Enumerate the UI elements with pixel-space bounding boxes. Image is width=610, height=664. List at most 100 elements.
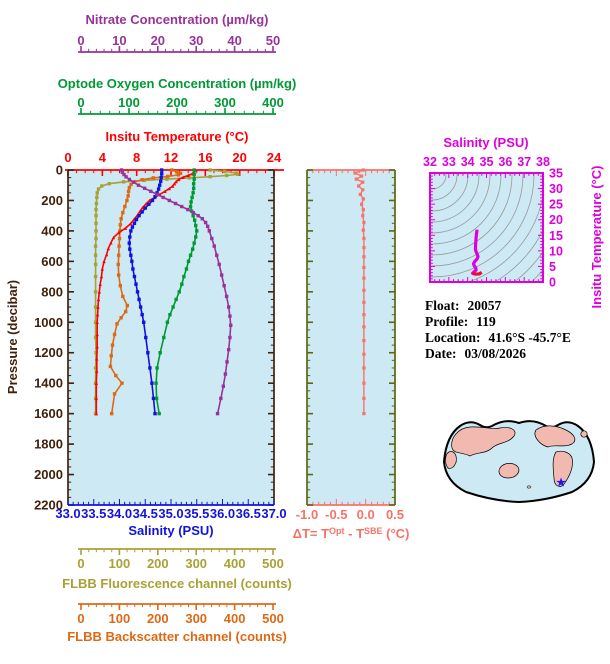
tick-label: 30 (189, 33, 203, 48)
tick-label: 5 (549, 260, 556, 274)
tick-label: 300 (185, 556, 207, 571)
temperature-axis-labels: 0 4 8 12 16 20 24 (64, 150, 282, 165)
map-africa-edge (445, 451, 457, 469)
tick-label: 0 (56, 163, 63, 178)
backscatter-axis-title: FLBB Backscatter channel (counts) (67, 629, 287, 644)
tick-label: 1600 (34, 406, 63, 421)
tick-label: 100 (109, 556, 131, 571)
tick-label: 0.0 (357, 507, 375, 522)
tick-label: 400 (262, 95, 284, 110)
location-line: Location: 41.6°S -45.7°E (425, 330, 571, 345)
tick-label: 1400 (34, 376, 63, 391)
tick-label: 33 (442, 155, 456, 169)
pressure-axis-title: Pressure (decibar) (5, 280, 20, 394)
tick-label: 12 (164, 150, 178, 165)
tick-label: 1000 (34, 315, 63, 330)
tick-label: 32 (423, 155, 437, 169)
tick-label: 0 (64, 150, 71, 165)
tick-label: 16 (198, 150, 212, 165)
tick-label: 40 (227, 33, 241, 48)
tick-label: 300 (214, 95, 236, 110)
map-new-zealand (526, 485, 532, 489)
tick-label: 35.5 (184, 506, 209, 521)
salinity-axis: 33.0 33.5 34.0 34.5 35.0 35.5 36.0 36.5 37.0 (55, 506, 286, 521)
map-north-america (534, 425, 576, 448)
tick-label: 35.0 (158, 506, 183, 521)
tick-label: 20 (232, 150, 246, 165)
tick-label: 20 (151, 33, 165, 48)
tick-label: 0 (77, 556, 84, 571)
world-locator-map: ★ (442, 420, 596, 504)
tick-label: 30 (549, 182, 563, 196)
tick-label: 38 (536, 155, 550, 169)
tick-label: 36.5 (236, 506, 261, 521)
tick-label: 35 (480, 155, 494, 169)
tick-label: 400 (224, 556, 246, 571)
ts-salinity-title: Salinity (PSU) (443, 135, 528, 150)
tick-label: -0.5 (325, 507, 347, 522)
oxygen-axis-title: Optode Oxygen Concentration (µm/kg) (58, 76, 297, 91)
tick-label: 34 (461, 155, 475, 169)
nitrate-axis: 0 10 20 30 40 50 (77, 33, 280, 53)
delta-t-panel: -1.0 -0.5 0.0 0.5 (296, 168, 404, 522)
tick-label: 33.5 (81, 506, 106, 521)
tick-label: 33.0 (55, 506, 80, 521)
oxygen-axis: 0 100 200 300 400 (77, 95, 284, 115)
tick-label: 36 (498, 155, 512, 169)
tick-label: 500 (262, 611, 284, 626)
tick-label: 100 (118, 95, 140, 110)
map-south-america (552, 450, 573, 487)
ts-temperature-title: Insitu Temperature (°C) (589, 166, 604, 309)
tick-label: 8 (133, 150, 140, 165)
fluorescence-axis-title: FLBB Fluorescence channel (counts) (62, 576, 292, 591)
tick-label: 0 (77, 33, 84, 48)
nitrate-axis-title: Nitrate Concentration (µm/kg) (85, 12, 268, 27)
map-eurasia (451, 426, 516, 457)
profile-number-line: Profile: 119 (425, 314, 496, 329)
delta-t-axis-title: ΔT= TOpt - TSBE (°C) (293, 526, 410, 541)
tick-label: 35 (549, 167, 563, 181)
tick-label: 24 (267, 150, 282, 165)
tick-label: 0 (77, 95, 84, 110)
fluorescence-axis: 0 100 200 300 400 500 (77, 548, 284, 571)
tick-label: 200 (41, 193, 63, 208)
tick-label: 2000 (34, 467, 63, 482)
tick-label: 200 (166, 95, 188, 110)
profile-plot: 0 200 400 600 800 1000 1200 1400 1600 1800 2000 220… (34, 163, 284, 513)
float-id-line: Float: 20057 (425, 298, 502, 313)
tick-label: 50 (266, 33, 280, 48)
tick-label: 10 (112, 33, 126, 48)
tick-label: 36.0 (210, 506, 235, 521)
ts-curve-deep (472, 271, 483, 276)
tick-label: 600 (41, 254, 63, 269)
tick-label: 37 (517, 155, 531, 169)
tick-label: 800 (41, 284, 63, 299)
tick-label: 25 (549, 198, 563, 212)
tick-label: 34.0 (107, 506, 132, 521)
float-position-star: ★ (556, 477, 566, 489)
tick-label: 20 (549, 213, 563, 227)
tick-label: 100 (109, 611, 131, 626)
tick-label: 300 (185, 611, 207, 626)
float-info-block: Float: 20057 Profile: 119 Location: 41.6°S … (425, 298, 571, 361)
tick-label: 2200 (34, 498, 63, 513)
tick-label: 0 (549, 276, 556, 290)
tick-label: 37.0 (261, 506, 286, 521)
tick-label: 200 (147, 556, 169, 571)
tick-label: 15 (549, 229, 563, 243)
tick-label: 200 (147, 611, 169, 626)
tick-label: 400 (41, 223, 63, 238)
tick-label: -1.0 (296, 507, 318, 522)
temperature-axis-title: Insitu Temperature (°C) (106, 129, 249, 144)
tick-label: 10 (549, 244, 563, 258)
date-line: Date: 03/08/2026 (425, 346, 526, 361)
tick-label: 1800 (34, 437, 63, 452)
map-australia (498, 463, 520, 479)
tick-label: 1200 (34, 345, 63, 360)
tick-label: 400 (224, 611, 246, 626)
map-greenland (580, 430, 588, 438)
tick-label: 0 (77, 611, 84, 626)
